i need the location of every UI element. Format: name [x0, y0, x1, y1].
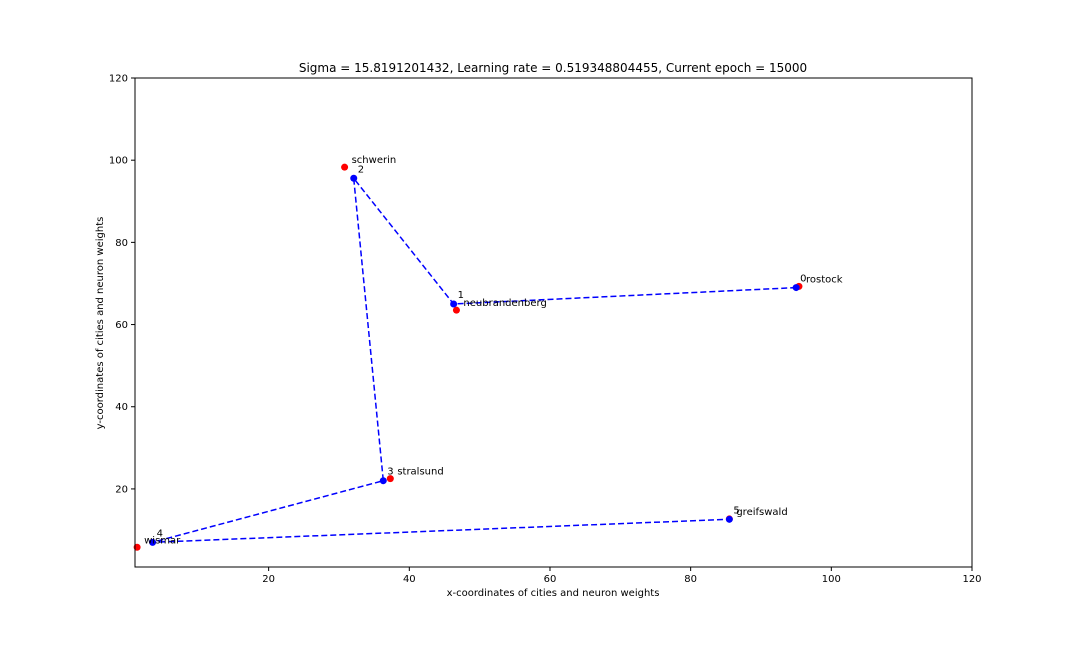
x-tick-label: 100: [822, 574, 841, 585]
neuron-point: [379, 477, 387, 485]
plot-area: rostock neubrandenberg schwerin stralsund wi…: [133, 155, 843, 551]
city-point: [452, 306, 460, 314]
x-tick-label: 20: [262, 574, 275, 585]
chart-title: Sigma = 15.8191201432, Learning rate = 0…: [299, 61, 807, 75]
y-tick-label: 20: [115, 484, 128, 495]
neuron-point: [450, 300, 458, 308]
y-tick-label: 100: [109, 156, 128, 167]
y-tick-label: 120: [109, 74, 128, 85]
neuron-point: [149, 538, 157, 546]
neuron-label: 0: [800, 274, 806, 285]
y-tick-label: 40: [115, 402, 128, 413]
neuron-label: 5: [733, 505, 739, 516]
x-tick-label: 80: [684, 574, 697, 585]
city-point: [386, 475, 394, 483]
neuron-point: [350, 174, 358, 182]
city-label: greifswald: [736, 507, 787, 518]
city-label: neubrandenberg: [463, 298, 546, 309]
axes-frame: [134, 77, 973, 568]
x-tick-label: 40: [403, 574, 416, 585]
y-axis-label: y-coordinates of cities and neuron weigh…: [95, 217, 106, 430]
neuron-label: 1: [458, 290, 464, 301]
x-axis-ticks: 20 40 60 80 100 120: [262, 567, 982, 585]
city-label: wismar: [144, 535, 181, 546]
city-label: rostock: [806, 274, 843, 285]
x-tick-label: 120: [962, 574, 981, 585]
neuron-label: 2: [358, 164, 364, 175]
y-tick-label: 60: [115, 320, 128, 331]
city-point: [341, 163, 349, 171]
neuron-point: [792, 284, 800, 292]
y-axis-ticks: 20 40 60 80 100 120: [109, 74, 135, 495]
neuron-label: 4: [157, 528, 163, 539]
x-axis-label: x-coordinates of cities and neuron weigh…: [447, 588, 660, 599]
neuron-label: 3: [387, 467, 393, 478]
neuron-point: [725, 515, 733, 523]
x-tick-label: 60: [544, 574, 557, 585]
city-label: schwerin: [352, 155, 397, 166]
y-tick-label: 80: [115, 238, 128, 249]
city-label: stralsund: [397, 467, 443, 478]
